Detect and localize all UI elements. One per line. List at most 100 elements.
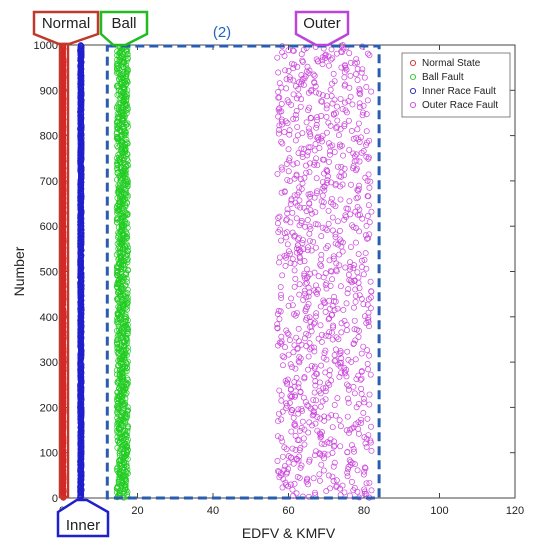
data-point [338,359,345,366]
data-point [341,364,348,371]
data-point [367,278,374,285]
data-point [311,363,318,370]
data-point [291,267,298,274]
data-point [310,475,317,482]
data-point [296,353,303,360]
data-point [306,104,313,111]
data-point [288,394,295,401]
data-point [300,82,307,89]
data-point [283,254,289,261]
data-point [279,49,286,56]
data-point [348,128,355,134]
data-point [275,214,282,221]
data-point [327,268,334,274]
data-point [122,282,129,289]
data-point [284,97,291,104]
data-point [354,203,361,210]
data-point [314,221,321,228]
y-tick-label: 700 [40,176,58,188]
data-point [294,236,301,243]
data-point [293,249,300,256]
data-point [333,483,340,489]
data-point [322,332,329,339]
data-point [299,180,306,187]
data-point [315,273,322,280]
data-point [349,222,355,229]
data-point [323,102,330,109]
data-point [362,250,369,257]
callout-outer-label: Outer [303,15,341,32]
data-point [124,67,131,74]
data-point [301,374,308,381]
data-point [331,402,338,408]
data-point [299,58,306,65]
data-point [293,115,300,122]
data-point [295,380,302,387]
data-point [313,121,320,128]
legend-marker [409,73,417,81]
data-point [315,335,322,342]
data-point [116,450,123,457]
data-point [124,259,131,266]
data-point [356,182,362,189]
data-point [311,404,318,411]
data-point [303,314,310,321]
data-point [350,424,357,431]
data-point [305,125,312,132]
data-point [347,211,354,218]
data-point [300,394,307,401]
data-point [274,433,281,440]
data-point [330,478,337,484]
data-point [319,224,326,231]
data-point [330,463,337,470]
y-tick-label: 100 [40,448,58,460]
data-point [301,270,308,277]
data-point [337,349,344,356]
data-point [288,406,295,413]
data-point [345,466,351,473]
data-point [124,77,131,84]
data-point [314,58,321,65]
data-point [329,449,336,456]
data-point [318,251,325,258]
data-point [341,62,348,69]
data-point [306,314,313,321]
data-point [337,141,343,148]
data-point [364,50,371,57]
data-point [117,359,124,365]
data-point [311,159,318,166]
data-point [359,66,366,73]
data-point [305,429,312,436]
data-point [114,339,120,346]
data-point [337,95,344,102]
data-point [319,138,325,145]
data-point [318,362,325,369]
data-point [304,304,311,310]
data-point [305,366,311,373]
data-point [274,324,281,331]
data-point [299,418,306,425]
data-point [366,352,373,359]
data-point [313,175,320,182]
x-tick-label: 40 [207,505,219,517]
legend-label: Outer Race Fault [422,100,498,111]
data-point [313,190,320,197]
data-point [329,276,335,283]
data-point [363,222,370,229]
data-point [288,428,295,435]
data-point [363,480,370,487]
legend-label: Normal State [422,58,481,69]
data-point [282,67,289,74]
data-point [350,341,357,347]
data-point [311,344,317,351]
data-point [123,139,130,145]
data-point [361,256,368,263]
data-point [294,202,301,209]
data-point [338,163,345,170]
data-point [338,369,345,376]
data-point [338,169,345,176]
data-point [321,455,327,462]
data-point [278,116,285,123]
data-point [116,304,123,311]
data-point [327,199,334,206]
